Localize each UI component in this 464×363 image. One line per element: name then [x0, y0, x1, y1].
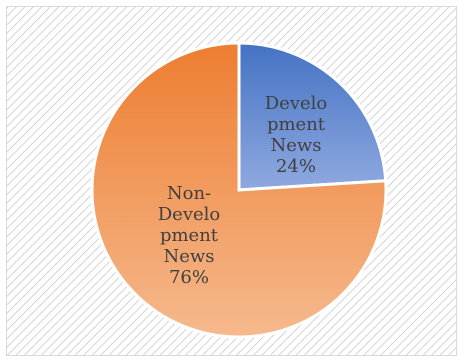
slice-label-line: pment — [267, 114, 326, 135]
pie-slice-development-news — [237, 41, 388, 192]
pie-slices — [90, 41, 388, 339]
slice-label-line: 76% — [169, 267, 209, 288]
slice-label-line: Develo — [265, 93, 328, 114]
slice-label-line: News — [270, 135, 321, 156]
chart-frame: Develo pment News 24% Non-Develo pment News 76% — [6, 6, 457, 356]
slice-label-line: 24% — [276, 156, 316, 177]
pie-slice-non-development-news — [90, 41, 388, 339]
pie-labels: Develo pment News 24%Non-Develo pment News 76% — [158, 93, 328, 288]
slice-label-line: News — [163, 246, 214, 267]
slice-label-line: Develo — [158, 204, 221, 225]
pie-chart: Develo pment News 24%Non-Develo pment News 76% — [7, 7, 456, 355]
slice-label-non-development-news: Non-Develo pment News 76% — [158, 183, 221, 288]
slice-label-line: pment — [160, 225, 219, 246]
slice-label-line: Non- — [167, 183, 211, 204]
slice-label-development-news: Develo pment News 24% — [265, 93, 328, 177]
